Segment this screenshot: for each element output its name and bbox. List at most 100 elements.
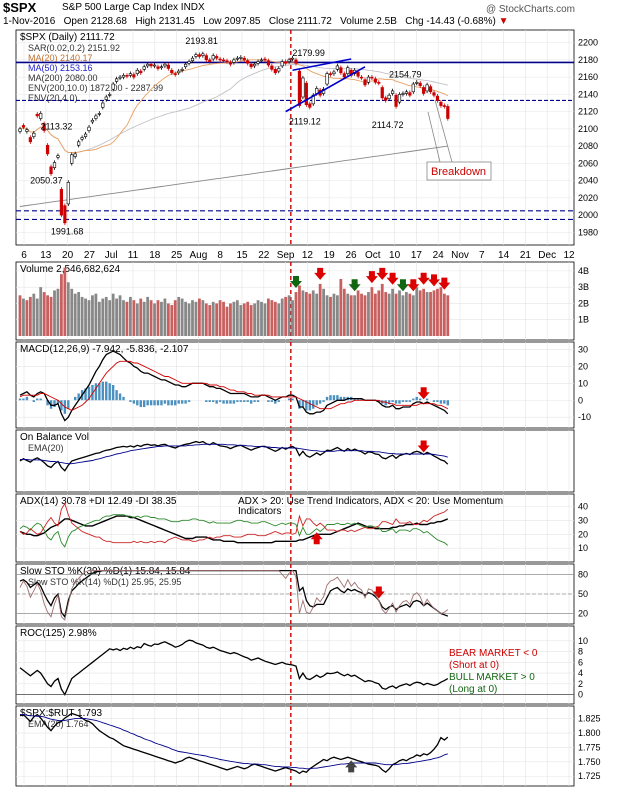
- candle-body: [173, 73, 177, 75]
- macd-histogram-bar: [136, 400, 139, 406]
- volume-bar: [180, 298, 184, 336]
- x-tick-label: 13: [40, 250, 52, 261]
- symbol-title: $SPX: [3, 0, 37, 15]
- red-arrow-icon: [417, 387, 430, 400]
- y-tick-label: 2160: [578, 72, 598, 82]
- quote-open: Open 2128.68: [63, 16, 127, 27]
- macd-histogram-bar: [339, 396, 343, 401]
- roc-market-label: (Short at 0): [449, 660, 499, 671]
- panel-legend: SAR(0.02,0.2) 2151.92: [28, 43, 120, 53]
- roc-market-label: BULL MARKET > 0: [449, 672, 535, 683]
- macd-histogram-bar: [118, 393, 122, 401]
- macd-histogram-bar: [101, 381, 104, 401]
- y-tick-label: 2120: [578, 107, 598, 117]
- macd-histogram-bar: [25, 396, 29, 401]
- volume-bar: [125, 301, 129, 336]
- candle-body: [304, 82, 308, 106]
- macd-histogram-bar: [249, 400, 253, 404]
- candle-body: [246, 60, 250, 64]
- y-tick-label: 2040: [578, 176, 598, 186]
- y-tick-label: 1.775: [578, 742, 601, 752]
- macd-histogram-bar: [156, 400, 160, 406]
- macd-histogram-bar: [401, 400, 405, 402]
- roc-market-label: (Long at 0): [449, 684, 497, 695]
- candle-body: [108, 94, 112, 96]
- red-arrow-icon: [417, 272, 430, 285]
- price-label: 2193.81: [185, 36, 218, 46]
- quote-change: Chg -14.43 (-0.68%): [405, 16, 496, 27]
- quote-low: Low 2097.85: [203, 16, 261, 27]
- volume-bar: [315, 293, 319, 336]
- candle-body: [387, 94, 391, 99]
- macd-histogram-bar: [184, 400, 187, 404]
- trendline-lower: [285, 66, 366, 113]
- panel-title: Slow STO %K(39) %D(1) 15.84, 15.84: [20, 566, 191, 577]
- candle-body: [273, 69, 277, 74]
- candle-body: [118, 76, 122, 79]
- volume-bar: [401, 295, 405, 336]
- candle-body: [139, 70, 143, 74]
- candle-body: [152, 64, 157, 67]
- x-tick-label: Nov: [451, 250, 469, 261]
- volume-bar: [298, 285, 301, 336]
- volume-bar: [46, 295, 49, 336]
- y-tick-label: 1B: [578, 315, 589, 325]
- volume-bar: [425, 292, 429, 336]
- candle-body: [35, 113, 39, 117]
- quote-high: High 2131.45: [135, 16, 195, 27]
- volume-bar: [163, 298, 167, 336]
- volume-bar: [101, 298, 105, 336]
- y-tick-label: 1.725: [578, 771, 601, 781]
- macd-histogram-bar: [180, 400, 184, 404]
- volume-bar: [28, 296, 32, 336]
- y-tick-label: 2200: [578, 38, 598, 48]
- volume-bar: [132, 300, 136, 336]
- candle-body: [101, 102, 105, 108]
- candle-body: [184, 63, 188, 68]
- macd-histogram-bar: [208, 400, 211, 402]
- x-tick-label: 12: [563, 250, 575, 261]
- volume-bar: [384, 292, 388, 336]
- volume-bar: [194, 301, 198, 336]
- volume-bar: [398, 290, 401, 336]
- candle-body: [208, 59, 212, 62]
- candle-body: [21, 125, 26, 128]
- macd-histogram-bar: [274, 400, 277, 404]
- y-tick-label: 2180: [578, 55, 598, 65]
- macd-histogram-bar: [256, 400, 260, 402]
- candle-body: [404, 91, 409, 94]
- macd-histogram-bar: [187, 400, 191, 402]
- volume-bar: [80, 296, 84, 336]
- macd-histogram-bar: [318, 400, 322, 404]
- candle-body: [135, 69, 139, 74]
- candle-body: [428, 86, 433, 93]
- red-arrow-icon: [314, 267, 327, 280]
- macd-histogram-bar: [312, 400, 315, 409]
- volume-bar: [356, 290, 360, 336]
- green-arrow-icon: [348, 279, 361, 292]
- volume-bar: [349, 295, 353, 336]
- volume-bar: [115, 298, 118, 336]
- candle-body: [70, 154, 74, 164]
- panel-legend: EMA(20): [28, 443, 64, 453]
- red-arrow-icon: [428, 274, 440, 287]
- candle-body: [197, 54, 202, 57]
- candle-body: [63, 205, 67, 224]
- macd-histogram-bar: [405, 400, 408, 402]
- panel-title: $SPX:$RUT 1.793: [20, 708, 103, 719]
- macd-histogram-bar: [222, 400, 225, 404]
- panel-frame-obv: [15, 429, 575, 493]
- candle-body: [166, 64, 170, 69]
- y-tick-label: 4B: [578, 266, 589, 276]
- volume-bar: [166, 303, 170, 336]
- macd-histogram-bar: [287, 398, 291, 401]
- macd-histogram-bar: [308, 400, 311, 411]
- quote-line: 1-Nov-2016 Open 2128.68 High 2131.45 Low…: [3, 16, 509, 27]
- macd-histogram-bar: [98, 383, 101, 401]
- macd-histogram-bar: [74, 396, 77, 401]
- volume-bar: [70, 288, 74, 336]
- volume-bar: [325, 295, 329, 336]
- volume-bar: [439, 287, 443, 336]
- panel-legend: MA(50) 2153.16: [28, 63, 93, 73]
